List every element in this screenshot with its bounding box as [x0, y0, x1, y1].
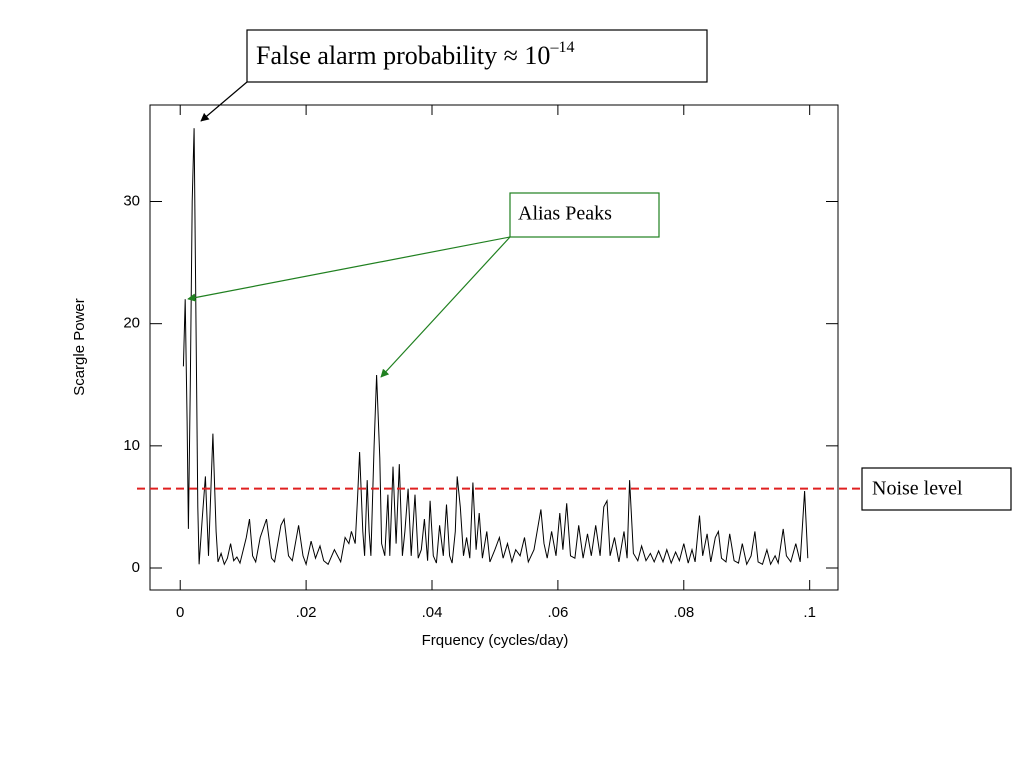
- y-tick-label: 20: [123, 315, 140, 332]
- annotation-box: [509, 192, 660, 238]
- series-line: [182, 128, 809, 567]
- x-tick-label: .08: [673, 604, 694, 621]
- annotation-box: [861, 467, 1012, 511]
- annotation-box: [246, 29, 708, 83]
- x-tick-label: .04: [422, 604, 443, 621]
- x-axis-label: Frquency (cycles/day): [422, 632, 569, 649]
- x-tick-label: 0: [176, 604, 184, 621]
- plot-area: 0 .02 .04 .06 .08 .1 0 10 20 30: [123, 104, 839, 621]
- y-tick-label: 0: [132, 559, 140, 576]
- y-axis-label: Scargle Power: [71, 298, 88, 396]
- arrow: [380, 236, 511, 378]
- alias-label: Alias Peaks: [518, 203, 612, 225]
- arrow: [200, 81, 248, 122]
- y-tick-label: 30: [123, 192, 140, 209]
- y-tick-label: 10: [123, 437, 140, 454]
- x-tick-label: .06: [547, 604, 568, 621]
- x-tick-label: .02: [296, 604, 317, 621]
- x-tick-label: .1: [803, 604, 816, 621]
- plot-frame: [149, 104, 839, 591]
- noise-label: Noise level: [872, 478, 963, 500]
- false-alarm-label: False alarm probability ≈ 10–14: [256, 39, 574, 70]
- arrow: [187, 236, 511, 302]
